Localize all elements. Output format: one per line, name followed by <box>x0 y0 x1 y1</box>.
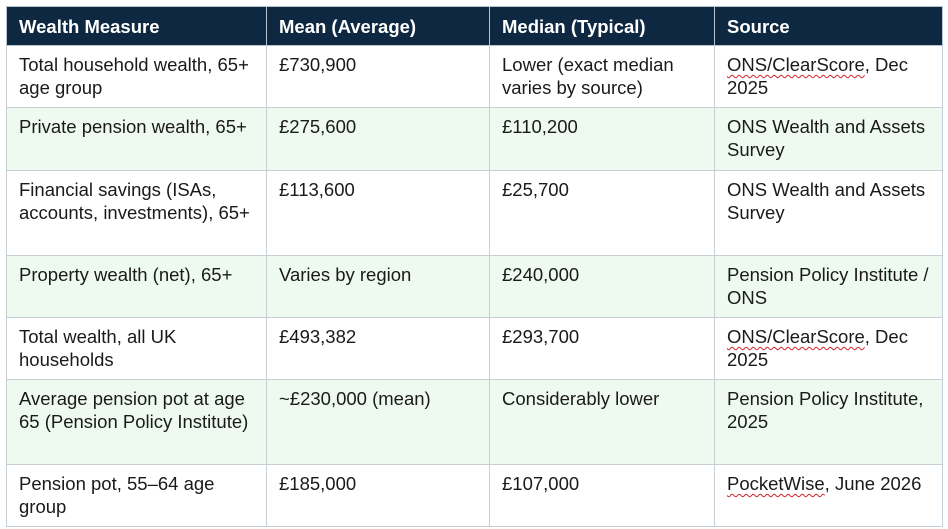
cell-mean: £185,000 <box>266 464 490 527</box>
cell-median: £240,000 <box>489 255 715 318</box>
header-median: Median (Typical) <box>489 6 715 46</box>
spellcheck-flagged-text[interactable]: PocketWise <box>727 473 825 494</box>
cell-measure: Average pension pot at age 65 (Pension P… <box>6 379 267 465</box>
cell-median: £110,200 <box>489 107 715 171</box>
spellcheck-flagged-text[interactable]: ONS/ClearScore <box>727 326 865 347</box>
source-text: , Dec 2025 <box>727 54 908 98</box>
source-text: , June 2026 <box>824 473 922 494</box>
cell-source: ONS Wealth and Assets Survey <box>714 107 943 171</box>
source-text: , Dec 2025 <box>727 326 908 370</box>
cell-measure: Total wealth, all UK households <box>6 317 267 380</box>
cell-source: ONS/ClearScore, Dec 2025 <box>714 45 943 108</box>
cell-source: Pension Policy Institute / ONS <box>714 255 943 318</box>
cell-median: £293,700 <box>489 317 715 380</box>
cell-mean: £730,900 <box>266 45 490 108</box>
cell-measure: Financial savings (ISAs, accounts, inves… <box>6 170 267 256</box>
source-text: Pension Policy Institute, 2025 <box>727 388 924 432</box>
source-text: ONS Wealth and Assets Survey <box>727 116 926 160</box>
cell-measure: Total household wealth, 65+ age group <box>6 45 267 108</box>
table-row: Private pension wealth, 65+ £275,600 £11… <box>6 107 943 171</box>
cell-median: Lower (exact median varies by source) <box>489 45 715 108</box>
cell-measure: Pension pot, 55–64 age group <box>6 464 267 527</box>
table-row: Total wealth, all UK households £493,382… <box>6 317 943 380</box>
cell-mean: Varies by region <box>266 255 490 318</box>
cell-source: Pension Policy Institute, 2025 <box>714 379 943 465</box>
wealth-table: Wealth Measure Mean (Average) Median (Ty… <box>6 6 943 527</box>
table-row: Total household wealth, 65+ age group £7… <box>6 45 943 108</box>
cell-median: £107,000 <box>489 464 715 527</box>
header-row: Wealth Measure Mean (Average) Median (Ty… <box>6 6 943 46</box>
header-wealth-measure: Wealth Measure <box>6 6 267 46</box>
table-row: Property wealth (net), 65+ Varies by reg… <box>6 255 943 318</box>
cell-median: Considerably lower <box>489 379 715 465</box>
cell-mean: ~£230,000 (mean) <box>266 379 490 465</box>
table-row: Average pension pot at age 65 (Pension P… <box>6 379 943 465</box>
cell-mean: £493,382 <box>266 317 490 380</box>
table-row: Financial savings (ISAs, accounts, inves… <box>6 170 943 256</box>
cell-measure: Property wealth (net), 65+ <box>6 255 267 318</box>
cell-median: £25,700 <box>489 170 715 256</box>
source-text: Pension Policy Institute / ONS <box>727 264 929 308</box>
cell-mean: £275,600 <box>266 107 490 171</box>
header-mean: Mean (Average) <box>266 6 490 46</box>
cell-source: ONS/ClearScore, Dec 2025 <box>714 317 943 380</box>
cell-measure: Private pension wealth, 65+ <box>6 107 267 171</box>
cell-mean: £113,600 <box>266 170 490 256</box>
cell-source: ONS Wealth and Assets Survey <box>714 170 943 256</box>
cell-source: PocketWise, June 2026 <box>714 464 943 527</box>
table-row: Pension pot, 55–64 age group £185,000 £1… <box>6 464 943 527</box>
header-source: Source <box>714 6 943 46</box>
spellcheck-flagged-text[interactable]: ONS/ClearScore <box>727 54 865 75</box>
source-text: ONS Wealth and Assets Survey <box>727 179 926 223</box>
